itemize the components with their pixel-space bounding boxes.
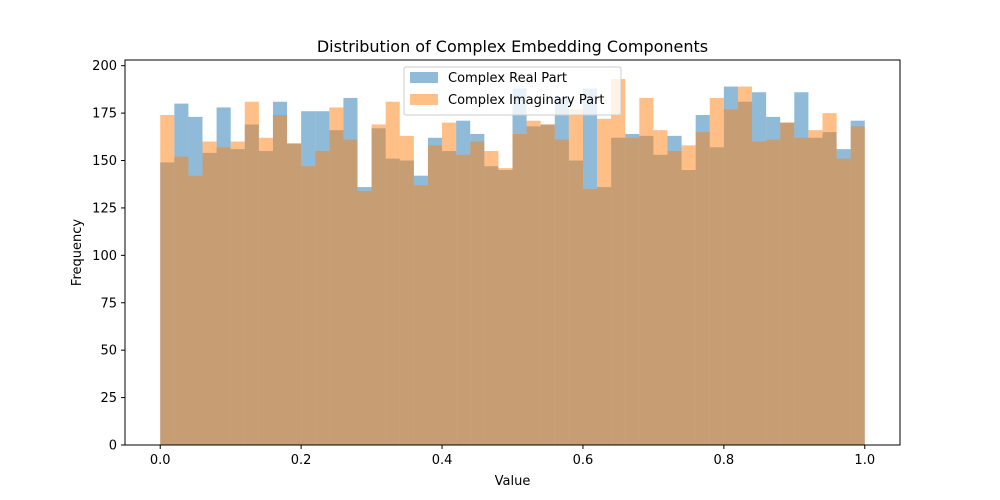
y-tick-label: 25 xyxy=(100,391,117,406)
imaginary-part-bar xyxy=(667,151,682,445)
imaginary-part-bar xyxy=(554,139,569,446)
y-tick-label: 175 xyxy=(92,107,117,122)
imaginary-part-bar xyxy=(498,168,513,445)
imaginary-part-bar xyxy=(512,133,527,445)
imaginary-part-bar xyxy=(836,158,851,445)
imaginary-part-bar xyxy=(371,124,386,445)
imaginary-part-bar xyxy=(709,97,724,446)
imaginary-part-bar xyxy=(723,109,738,445)
chart-title: Distribution of Complex Embedding Compon… xyxy=(317,37,708,56)
imaginary-part-bar xyxy=(766,139,781,446)
y-tick-label: 75 xyxy=(100,296,117,311)
x-tick-label: 0.4 xyxy=(432,453,453,468)
x-tick-label: 0.8 xyxy=(714,453,735,468)
y-axis-ticks: 0 25 50 75 100 125 150 175 200 xyxy=(92,59,125,454)
imaginary-part-bar xyxy=(329,107,344,446)
x-tick-label: 0.0 xyxy=(150,453,171,468)
imaginary-part-bar xyxy=(653,130,668,445)
x-axis-ticks: 0.0 0.2 0.4 0.6 0.8 1.0 xyxy=(150,445,875,468)
imaginary-part-bar xyxy=(639,97,654,446)
imaginary-part-bar xyxy=(780,122,795,445)
legend: Complex Real Part Complex Imaginary Part xyxy=(403,66,622,116)
imaginary-part-bar xyxy=(188,175,203,446)
imaginary-part-bar xyxy=(794,137,809,446)
y-tick-label: 125 xyxy=(92,201,117,216)
imaginary-part-bar xyxy=(484,151,499,445)
legend-swatch-imaginary xyxy=(410,94,438,105)
imaginary-part-bar xyxy=(272,115,288,445)
imaginary-part-bar xyxy=(427,145,443,445)
imaginary-part-bar xyxy=(160,115,175,445)
y-tick-label: 150 xyxy=(92,154,117,169)
imaginary-part-bars xyxy=(160,78,865,446)
imaginary-part-bar xyxy=(244,101,259,446)
imaginary-part-bar xyxy=(413,185,428,445)
imaginary-part-bar xyxy=(470,141,485,445)
imaginary-part-bar xyxy=(597,118,612,446)
imaginary-part-bar xyxy=(582,188,598,445)
imaginary-part-bar xyxy=(315,151,330,445)
y-tick-label: 100 xyxy=(92,249,117,264)
imaginary-part-bar xyxy=(230,141,245,445)
imaginary-part-bar xyxy=(737,86,753,445)
imaginary-part-bar xyxy=(287,143,302,445)
imaginary-part-bar xyxy=(442,122,457,445)
imaginary-part-bar xyxy=(216,147,231,445)
imaginary-part-bar xyxy=(808,130,823,445)
x-tick-label: 0.2 xyxy=(291,453,312,468)
imaginary-part-bar xyxy=(625,137,640,446)
plot-frame xyxy=(124,59,901,446)
imaginary-part-bar xyxy=(568,109,583,445)
y-tick-label: 50 xyxy=(100,344,117,359)
legend-label-imaginary: Complex Imaginary Part xyxy=(448,93,605,108)
imaginary-part-bar xyxy=(202,141,217,445)
imaginary-part-bar xyxy=(526,120,541,446)
imaginary-part-bar xyxy=(174,156,189,446)
legend-swatch-real xyxy=(410,72,438,83)
x-tick-label: 1.0 xyxy=(854,453,875,468)
imaginary-part-bar xyxy=(681,145,696,445)
y-tick-label: 200 xyxy=(92,59,117,74)
x-tick-label: 0.6 xyxy=(573,453,594,468)
imaginary-part-bar xyxy=(456,154,471,446)
imaginary-part-bar xyxy=(385,101,400,446)
imaginary-part-bar xyxy=(540,124,555,445)
imaginary-part-bar xyxy=(343,139,358,446)
imaginary-part-bar xyxy=(695,132,710,445)
imaginary-part-bar xyxy=(822,113,837,445)
legend-label-real: Complex Real Part xyxy=(448,71,567,86)
x-axis-label: Value xyxy=(495,474,531,489)
imaginary-part-bar xyxy=(357,190,372,445)
imaginary-part-bar xyxy=(258,137,273,446)
imaginary-part-bar xyxy=(850,126,865,446)
imaginary-part-bar xyxy=(399,135,414,446)
imaginary-part-bar xyxy=(301,166,316,445)
y-tick-label: 0 xyxy=(109,439,117,454)
legend-box xyxy=(403,66,622,116)
imaginary-part-bar xyxy=(752,141,767,445)
imaginary-part-bar xyxy=(611,78,626,445)
y-axis-label: Frequency xyxy=(70,219,85,286)
